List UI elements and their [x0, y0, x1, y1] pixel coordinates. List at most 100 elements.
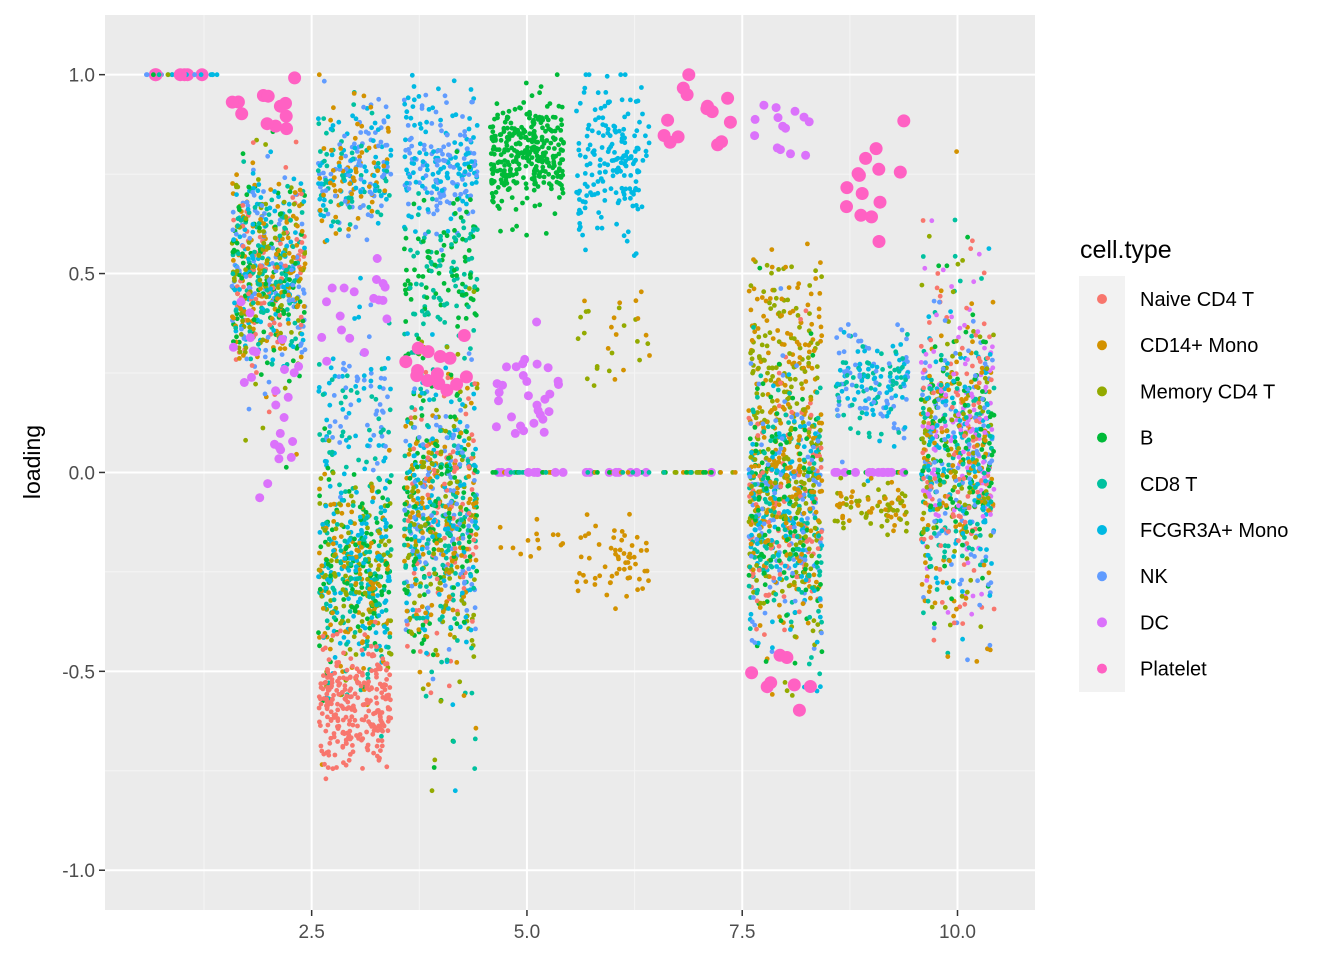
data-point [747, 436, 753, 442]
data-point [634, 128, 640, 134]
data-point [779, 296, 785, 302]
data-point [513, 141, 519, 147]
data-point [337, 440, 343, 445]
data-point [431, 502, 437, 508]
data-point [418, 406, 424, 411]
data-point [280, 122, 293, 136]
data-point [454, 303, 459, 309]
data-point [369, 208, 375, 214]
data-point [472, 605, 478, 611]
data-point [423, 560, 428, 566]
data-point [779, 313, 784, 318]
data-point [348, 583, 354, 588]
data-point [318, 701, 324, 707]
data-point [533, 139, 539, 145]
data-point [332, 188, 338, 194]
data-point [776, 361, 782, 367]
data-point [594, 366, 600, 371]
data-point [283, 165, 289, 170]
data-point [784, 472, 789, 478]
data-point [234, 268, 240, 274]
data-point [816, 482, 822, 487]
data-point [602, 564, 608, 570]
data-point [805, 520, 810, 526]
data-point [411, 97, 417, 103]
data-point [771, 575, 777, 581]
data-point [610, 173, 616, 179]
data-point [609, 324, 614, 330]
data-point [412, 453, 417, 459]
data-point [589, 172, 595, 178]
data-point [500, 110, 506, 116]
data-point [329, 637, 334, 643]
data-point [796, 437, 802, 443]
data-point [495, 185, 501, 190]
data-point [367, 620, 372, 626]
data-point [582, 533, 588, 539]
data-point [363, 549, 369, 555]
data-point [402, 526, 407, 532]
data-point [802, 427, 808, 433]
data-point [458, 389, 463, 395]
data-point [413, 441, 419, 446]
data-point [412, 415, 418, 420]
data-point [529, 93, 535, 99]
data-point [466, 172, 472, 178]
data-point [403, 319, 409, 324]
data-point [420, 398, 426, 403]
data-point [747, 474, 753, 479]
data-point [797, 324, 802, 330]
data-point [466, 257, 472, 262]
data-point [787, 390, 792, 396]
data-point [354, 673, 360, 679]
data-point [452, 414, 457, 420]
data-point [548, 140, 554, 146]
data-point [780, 353, 786, 358]
data-point [792, 598, 798, 604]
data-point [818, 338, 823, 344]
data-point [578, 535, 584, 540]
data-point [368, 366, 374, 372]
data-point [290, 244, 296, 250]
data-point [510, 545, 516, 551]
data-point [374, 644, 379, 649]
data-point [327, 646, 333, 652]
data-point [403, 137, 408, 143]
data-point [467, 286, 472, 291]
data-point [507, 412, 516, 422]
data-point [807, 614, 813, 620]
data-point [299, 210, 305, 215]
data-point [250, 171, 256, 176]
data-point [444, 463, 450, 469]
data-point [709, 470, 714, 475]
data-point [408, 629, 414, 635]
data-point [355, 695, 361, 701]
data-point [328, 171, 334, 177]
data-point [497, 524, 503, 530]
data-point [414, 549, 420, 554]
data-point [811, 618, 817, 624]
data-point [367, 609, 373, 615]
data-point [330, 435, 335, 440]
data-point [425, 605, 431, 611]
data-point [252, 205, 258, 210]
data-point [817, 569, 823, 574]
data-point [317, 163, 323, 169]
data-point [366, 679, 371, 685]
data-point [331, 692, 336, 698]
data-point [261, 89, 275, 103]
data-point [346, 705, 352, 710]
data-point [316, 362, 322, 367]
data-point [316, 574, 321, 580]
data-point [438, 449, 444, 455]
data-point [789, 384, 794, 390]
data-point [452, 788, 458, 794]
data-point [376, 563, 382, 568]
data-point [535, 117, 541, 122]
data-point [643, 332, 649, 338]
data-point [455, 638, 460, 643]
data-point [406, 186, 412, 192]
data-point [452, 211, 458, 216]
data-point [537, 202, 543, 208]
data-point [329, 697, 335, 703]
